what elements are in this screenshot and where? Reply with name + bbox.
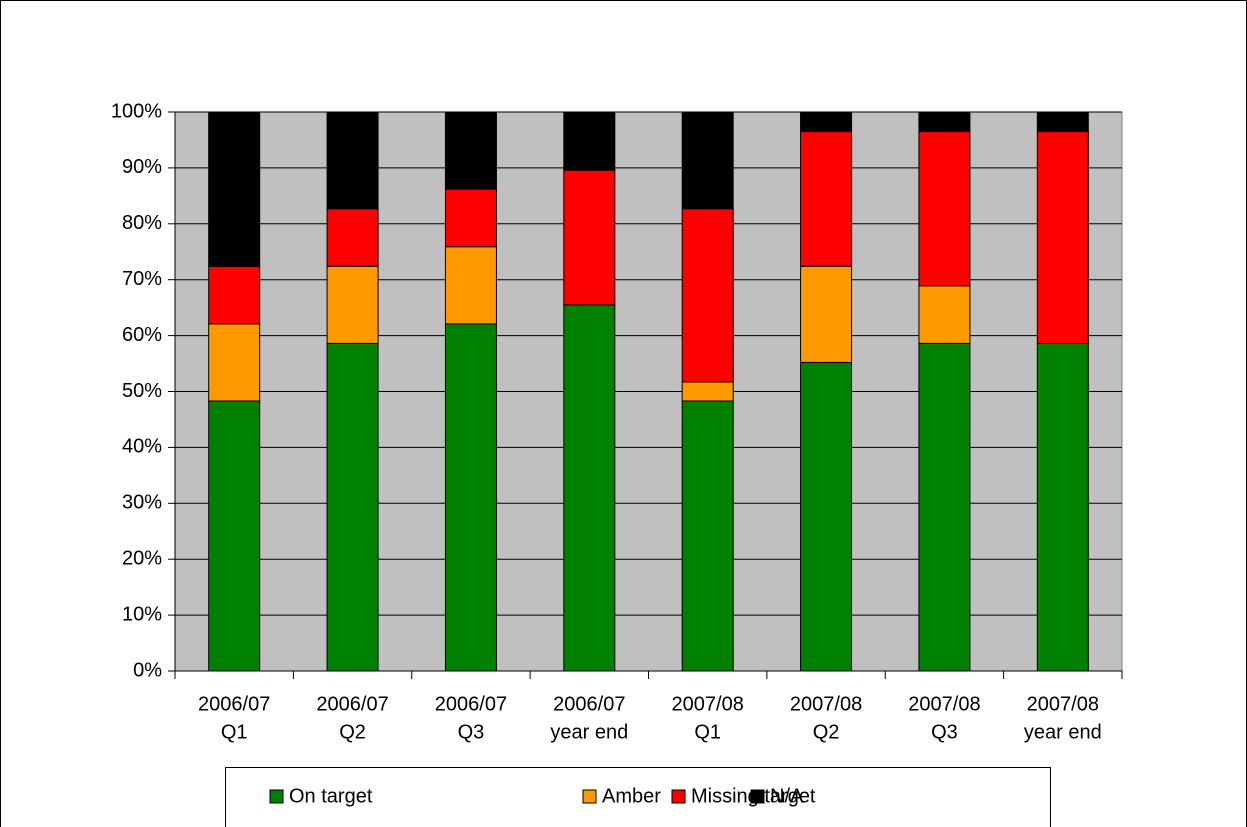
bar-segment xyxy=(681,400,734,672)
y-tick-label: 100% xyxy=(111,100,162,122)
y-tick-label: 60% xyxy=(122,324,162,346)
bar-segment xyxy=(563,304,616,672)
x-tick-label: Q2 xyxy=(813,721,840,743)
x-tick-label: 2006/07 xyxy=(435,693,507,715)
bar-segment xyxy=(681,381,734,402)
bar-segment xyxy=(208,323,261,402)
legend-swatch xyxy=(582,789,597,804)
bar-segment xyxy=(326,342,379,672)
bar-segment xyxy=(444,323,497,672)
bar-segment xyxy=(326,112,379,210)
legend-label: N/A xyxy=(770,785,804,807)
legend-swatch xyxy=(269,789,284,804)
bar-segment xyxy=(208,111,261,267)
bar-segment xyxy=(208,265,261,325)
x-tick-label: Q3 xyxy=(458,721,485,743)
bar-segment xyxy=(681,112,734,210)
bar-segment xyxy=(1036,342,1089,672)
x-tick-label: 2007/08 xyxy=(1027,693,1099,715)
bar-segment xyxy=(208,400,261,672)
y-tick-label: 70% xyxy=(122,268,162,290)
bar-segment xyxy=(444,111,497,190)
legend-box xyxy=(225,767,1051,827)
bar-segment xyxy=(326,208,379,267)
bar-segment xyxy=(444,188,497,248)
bar-segment xyxy=(918,131,971,287)
y-tick-label: 40% xyxy=(122,436,162,458)
x-tick-label: 2006/07 xyxy=(553,693,625,715)
bar-segment xyxy=(444,246,497,325)
x-tick-label: 2006/07 xyxy=(198,693,270,715)
bar-segment xyxy=(326,265,379,344)
y-tick-label: 90% xyxy=(122,156,162,178)
x-tick-label: year end xyxy=(550,721,628,743)
bar-segment xyxy=(800,361,853,672)
x-tick-label: year end xyxy=(1024,721,1102,743)
bar-segment xyxy=(563,112,616,171)
y-tick-label: 20% xyxy=(122,547,162,569)
x-tick-label: 2006/07 xyxy=(316,693,388,715)
bar-segment xyxy=(1036,131,1089,344)
bar-segment xyxy=(800,112,853,133)
legend-swatch xyxy=(750,789,765,804)
legend-label: Amber xyxy=(602,785,661,807)
x-tick-label: Q3 xyxy=(931,721,958,743)
bar-segment xyxy=(918,342,971,672)
x-tick-label: Q1 xyxy=(221,721,248,743)
y-tick-label: 80% xyxy=(122,212,162,234)
legend-label: On target xyxy=(289,785,373,807)
y-tick-label: 50% xyxy=(122,380,162,402)
bar-segment xyxy=(681,208,734,383)
bar-segment xyxy=(800,265,853,363)
bar-segment xyxy=(800,131,853,267)
bar-segment xyxy=(918,112,971,133)
x-tick-label: 2007/08 xyxy=(908,693,980,715)
legend-swatch xyxy=(671,789,686,804)
x-tick-label: 2007/08 xyxy=(790,693,862,715)
x-tick-label: Q1 xyxy=(694,721,721,743)
bar-segment xyxy=(918,285,971,344)
bar-segment xyxy=(1036,112,1089,133)
x-tick-label: 2007/08 xyxy=(672,693,744,715)
x-tick-label: Q2 xyxy=(339,721,366,743)
y-tick-label: 10% xyxy=(122,603,162,625)
bar-segment xyxy=(563,169,616,306)
y-tick-label: 30% xyxy=(122,492,162,514)
y-tick-label: 0% xyxy=(133,659,162,681)
